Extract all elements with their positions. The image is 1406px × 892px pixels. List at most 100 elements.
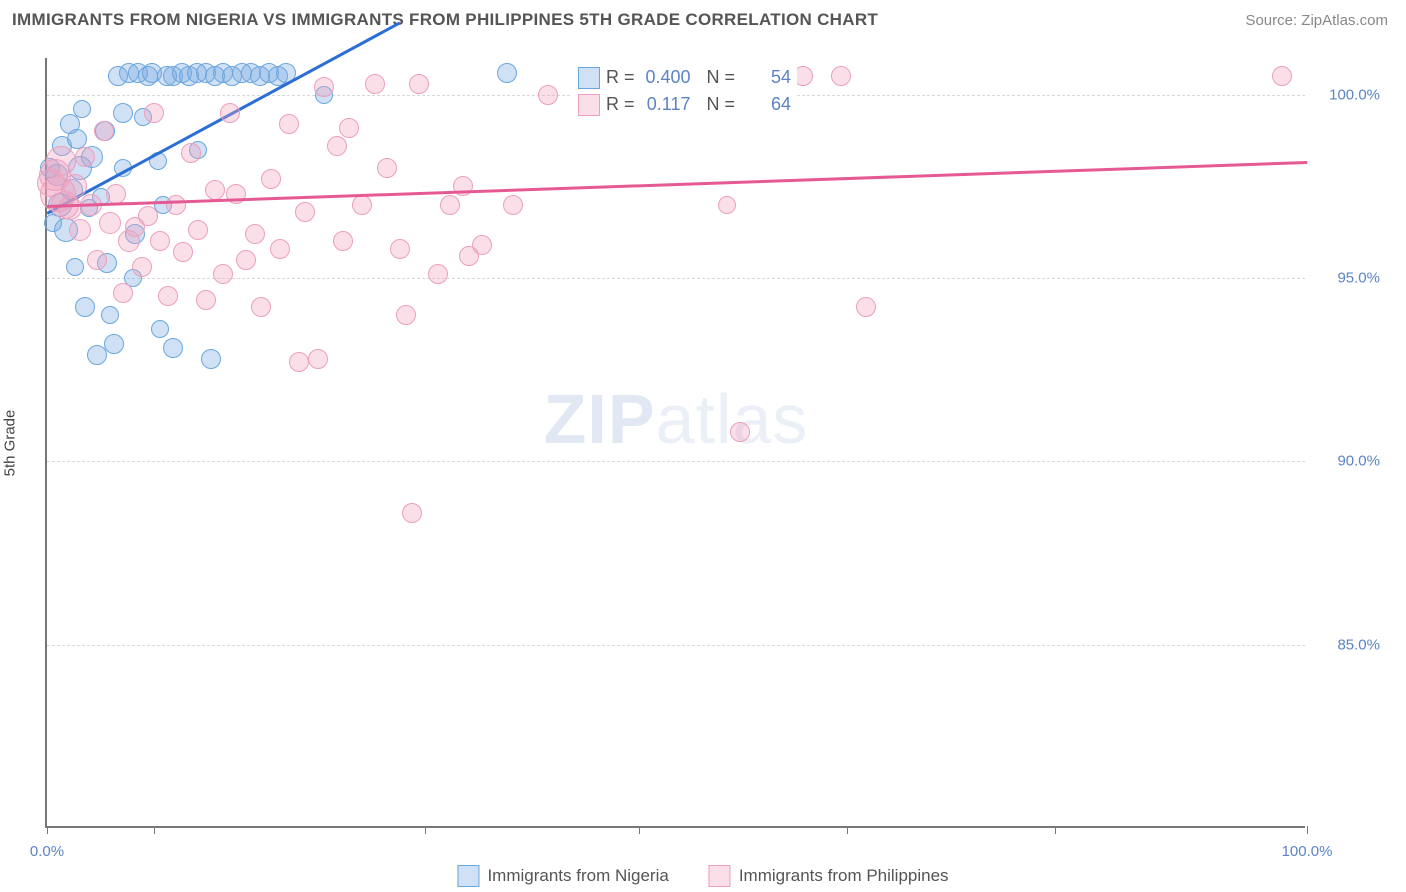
x-tick-mark bbox=[425, 826, 426, 834]
scatter-point bbox=[94, 121, 114, 141]
scatter-point bbox=[409, 74, 429, 94]
scatter-point bbox=[365, 74, 385, 94]
y-tick-label: 100.0% bbox=[1310, 86, 1380, 103]
scatter-point bbox=[46, 146, 76, 176]
scatter-point bbox=[188, 220, 208, 240]
scatter-point bbox=[87, 250, 107, 270]
watermark-bold: ZIP bbox=[544, 380, 656, 458]
scatter-point bbox=[390, 239, 410, 259]
stat-r-label: R = bbox=[606, 64, 635, 91]
x-tick-mark bbox=[1307, 826, 1308, 834]
x-tick-mark bbox=[639, 826, 640, 834]
watermark-light: atlas bbox=[656, 380, 809, 458]
scatter-point bbox=[173, 242, 193, 262]
scatter-point bbox=[201, 349, 221, 369]
x-tick-label: 0.0% bbox=[30, 843, 64, 860]
scatter-point bbox=[251, 297, 271, 317]
chart-header: IMMIGRANTS FROM NIGERIA VS IMMIGRANTS FR… bbox=[0, 0, 1406, 38]
scatter-point bbox=[75, 147, 95, 167]
scatter-point bbox=[538, 85, 558, 105]
scatter-point bbox=[181, 143, 201, 163]
scatter-point bbox=[58, 196, 82, 220]
legend-label: Immigrants from Nigeria bbox=[487, 866, 668, 886]
chart-area: 5th Grade ZIPatlas 85.0%90.0%95.0%100.0%… bbox=[45, 58, 1385, 828]
scatter-point bbox=[396, 305, 416, 325]
scatter-point bbox=[295, 202, 315, 222]
scatter-point bbox=[402, 503, 422, 523]
scatter-point bbox=[138, 206, 158, 226]
y-tick-label: 85.0% bbox=[1310, 636, 1380, 653]
stat-n-label: N = bbox=[697, 91, 736, 118]
scatter-point bbox=[261, 169, 281, 189]
scatter-point bbox=[66, 258, 84, 276]
legend-swatch bbox=[578, 94, 600, 116]
x-tick-label: 100.0% bbox=[1282, 843, 1333, 860]
scatter-point bbox=[113, 103, 133, 123]
scatter-point bbox=[104, 334, 124, 354]
legend-label: Immigrants from Philippines bbox=[739, 866, 949, 886]
scatter-point bbox=[472, 235, 492, 255]
scatter-point bbox=[220, 103, 240, 123]
scatter-point bbox=[106, 184, 126, 204]
stat-legend-row: R = 0.400 N = 54 bbox=[578, 64, 791, 91]
y-gridline bbox=[47, 461, 1305, 462]
scatter-point bbox=[132, 257, 152, 277]
scatter-point bbox=[151, 320, 169, 338]
scatter-point bbox=[718, 196, 736, 214]
stat-legend: R = 0.400 N = 54R = 0.117 N = 64 bbox=[572, 60, 797, 122]
scatter-point bbox=[63, 174, 87, 198]
stat-r-value: 0.117 bbox=[641, 91, 691, 118]
bottom-legend-item: Immigrants from Philippines bbox=[709, 865, 949, 887]
legend-swatch bbox=[578, 67, 600, 89]
stat-r-value: 0.400 bbox=[641, 64, 691, 91]
scatter-point bbox=[1272, 66, 1292, 86]
bottom-legend: Immigrants from Nigeria Immigrants from P… bbox=[457, 865, 948, 887]
scatter-point bbox=[73, 100, 91, 118]
scatter-point bbox=[440, 195, 460, 215]
legend-swatch bbox=[457, 865, 479, 887]
scatter-point bbox=[428, 264, 448, 284]
stat-legend-row: R = 0.117 N = 64 bbox=[578, 91, 791, 118]
scatter-point bbox=[333, 231, 353, 251]
scatter-point bbox=[113, 283, 133, 303]
scatter-point bbox=[270, 239, 290, 259]
y-tick-label: 90.0% bbox=[1310, 453, 1380, 470]
scatter-point bbox=[856, 297, 876, 317]
bottom-legend-item: Immigrants from Nigeria bbox=[457, 865, 668, 887]
legend-swatch bbox=[709, 865, 731, 887]
scatter-point bbox=[205, 180, 225, 200]
scatter-point bbox=[453, 176, 473, 196]
scatter-point bbox=[245, 224, 265, 244]
stat-n-label: N = bbox=[697, 64, 736, 91]
y-gridline bbox=[47, 278, 1305, 279]
scatter-point bbox=[150, 231, 170, 251]
scatter-point bbox=[279, 114, 299, 134]
y-gridline bbox=[47, 645, 1305, 646]
scatter-point bbox=[503, 195, 523, 215]
scatter-point bbox=[69, 219, 91, 241]
scatter-point bbox=[831, 66, 851, 86]
scatter-point bbox=[213, 264, 233, 284]
scatter-point bbox=[166, 195, 186, 215]
scatter-point bbox=[289, 352, 309, 372]
watermark: ZIPatlas bbox=[544, 379, 809, 459]
x-tick-mark bbox=[154, 826, 155, 834]
scatter-point bbox=[144, 103, 164, 123]
scatter-point bbox=[314, 77, 334, 97]
scatter-point bbox=[75, 297, 95, 317]
scatter-point bbox=[339, 118, 359, 138]
chart-source: Source: ZipAtlas.com bbox=[1245, 12, 1388, 29]
stat-n-value: 64 bbox=[741, 91, 791, 118]
scatter-point bbox=[196, 290, 216, 310]
scatter-point bbox=[99, 212, 121, 234]
y-tick-label: 95.0% bbox=[1310, 270, 1380, 287]
scatter-point bbox=[163, 338, 183, 358]
scatter-point bbox=[158, 286, 178, 306]
scatter-point bbox=[730, 422, 750, 442]
stat-r-label: R = bbox=[606, 91, 635, 118]
x-tick-mark bbox=[847, 826, 848, 834]
scatter-point bbox=[327, 136, 347, 156]
x-tick-mark bbox=[1055, 826, 1056, 834]
chart-title: IMMIGRANTS FROM NIGERIA VS IMMIGRANTS FR… bbox=[12, 10, 878, 30]
scatter-point bbox=[101, 306, 119, 324]
